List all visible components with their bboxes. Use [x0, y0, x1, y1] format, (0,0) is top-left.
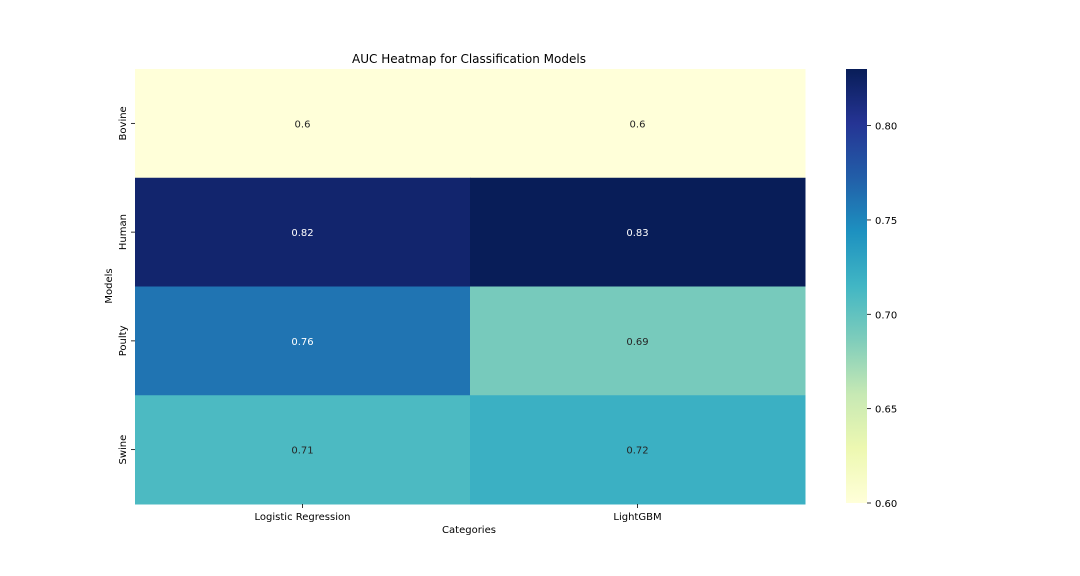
y-axis: Bovine Human Poulty Swine	[118, 106, 135, 465]
cell-value-label: 0.6	[630, 119, 646, 130]
x-axis-label: Categories	[442, 525, 496, 536]
heatmap-cell	[470, 286, 806, 396]
cell-value-label: 0.6	[295, 119, 311, 130]
colorbar-tick-label: 0.80	[875, 122, 897, 133]
y-tick-label: Swine	[118, 435, 129, 465]
heatmap-cell	[135, 177, 471, 287]
cell-value-label: 0.76	[291, 337, 313, 348]
colorbar-ticks: 0.60 0.65 0.70 0.75 0.80	[867, 122, 897, 510]
x-tick-label: Logistic Regression	[255, 512, 351, 523]
colorbar: 0.60 0.65 0.70 0.75 0.80	[846, 69, 897, 510]
y-tick-label: Bovine	[118, 106, 129, 140]
heatmap-cell	[135, 395, 471, 505]
cell-value-label: 0.69	[626, 337, 648, 348]
x-tick-label: LightGBM	[613, 512, 661, 523]
heatmap-cell	[135, 286, 471, 396]
cell-value-label: 0.82	[291, 228, 313, 239]
y-tick-label: Poulty	[118, 325, 129, 356]
heatmap-cell	[470, 395, 806, 505]
colorbar-tick-label: 0.60	[875, 499, 897, 510]
heatmap-cell	[135, 69, 471, 179]
x-axis: Logistic Regression LightGBM	[255, 504, 662, 523]
chart-title: AUC Heatmap for Classification Models	[352, 52, 586, 66]
colorbar-tick-label: 0.65	[875, 405, 897, 416]
colorbar-tick-label: 0.70	[875, 310, 897, 321]
cell-value-label: 0.83	[626, 228, 648, 239]
colorbar-gradient	[846, 69, 867, 503]
heatmap-cells: 0.6 0.6 0.82 0.83 0.76 0.69 0.71 0.72	[135, 69, 806, 505]
heatmap-cell	[470, 177, 806, 287]
heatmap-cell	[470, 69, 806, 179]
cell-value-label: 0.71	[291, 446, 313, 457]
y-tick-label: Human	[118, 214, 129, 250]
colorbar-tick-label: 0.75	[875, 216, 897, 227]
cell-value-label: 0.72	[626, 446, 648, 457]
y-axis-label: Models	[104, 268, 115, 303]
